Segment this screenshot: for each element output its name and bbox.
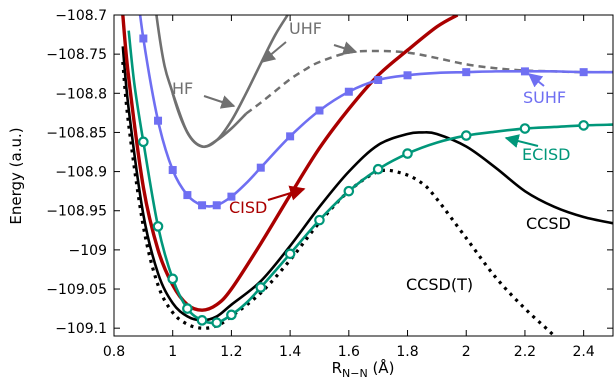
x-tick-label: 2	[462, 344, 471, 360]
ecisd-point	[402, 148, 413, 159]
label-ecisd: ECISD	[522, 145, 570, 164]
ecisd-point	[519, 123, 531, 134]
ecisd-point	[226, 309, 237, 321]
y-tick-label: −108.9	[55, 165, 107, 181]
series-layer	[121, 15, 613, 336]
label-cisd: CISD	[229, 198, 267, 217]
x-tick-label: 1.2	[220, 344, 242, 360]
annotations: UHF HF SUHF ECISD CISD CCSD CCSD(T)	[172, 19, 571, 294]
suhf-point	[315, 106, 324, 115]
ecisd-point	[138, 136, 149, 148]
arrow-cisd	[267, 185, 306, 202]
ecisd-point	[314, 214, 325, 226]
marker-layer	[138, 34, 589, 328]
label-uhf: UHF	[289, 19, 322, 38]
series-ecisd-line	[127, 30, 613, 325]
arrow-hf	[203, 95, 236, 109]
ecisd-point	[152, 221, 164, 232]
ecisd-point	[343, 185, 355, 197]
plot-frame	[113, 14, 614, 337]
ecisd-point	[211, 317, 223, 328]
x-tick-label: 1.6	[338, 344, 360, 360]
ecisd-point	[284, 248, 296, 260]
suhf-point	[286, 132, 295, 141]
label-ccsd: CCSD	[526, 214, 571, 233]
suhf-point	[520, 67, 529, 76]
x-tick-label: 1.8	[396, 344, 418, 360]
y-tick-label: −109.05	[46, 282, 107, 298]
suhf-point	[403, 71, 412, 80]
suhf-point	[462, 68, 471, 77]
series-ccsd-t--line	[121, 61, 557, 336]
label-ccsdt: CCSD(T)	[406, 275, 473, 294]
label-suhf: SUHF	[523, 88, 566, 107]
y-tick-label: −108.7	[55, 8, 107, 24]
series-uhf-line	[171, 15, 290, 149]
arrow-uhf	[260, 41, 287, 63]
ecisd-point	[255, 282, 267, 293]
x-tick-label: 1.4	[279, 344, 301, 360]
suhf-point	[212, 201, 221, 210]
ecisd-point	[578, 120, 589, 131]
y-axis-title: Energy (a.u.)	[7, 127, 25, 224]
series-cisd-line	[121, 15, 459, 312]
ecisd-point	[460, 130, 472, 141]
x-tick-label: 1	[168, 344, 177, 360]
y-tick-label: −108.75	[46, 47, 107, 63]
ecisd-point	[182, 303, 193, 314]
suhf-point	[227, 192, 236, 201]
series-ccsd-line	[121, 46, 613, 322]
label-hf: HF	[172, 79, 193, 98]
x-tick-label: 2.4	[573, 344, 595, 360]
y-tick-label: −108.95	[46, 204, 107, 220]
x-tick-label: 0.8	[103, 344, 125, 360]
y-tick-label: −108.85	[46, 125, 107, 141]
suhf-point	[183, 191, 192, 200]
arrow-suhf	[527, 73, 545, 88]
suhf-point	[154, 116, 163, 125]
y-tick-label: −108.8	[55, 86, 107, 102]
suhf-point	[579, 68, 588, 77]
suhf-point	[344, 87, 353, 96]
ecisd-point	[167, 273, 179, 285]
x-axis-title: RN−N (Å)	[332, 358, 395, 379]
ecisd-point	[196, 315, 208, 326]
y-tick-label: −109	[69, 243, 107, 259]
series-suhf-line	[138, 15, 613, 208]
suhf-point	[168, 166, 177, 175]
y-tick-label: −109.1	[55, 321, 107, 337]
x-tick-label: 2.2	[514, 344, 536, 360]
suhf-point	[139, 34, 148, 43]
arrow-ecisd	[504, 134, 539, 148]
suhf-point	[198, 201, 207, 210]
suhf-point	[374, 75, 383, 84]
ecisd-point	[372, 163, 384, 175]
tick-layer: 0.8 1 1.2 1.4 1.6 1.8 2 2.2 2.4 −108.7 −108.75 −108…	[46, 8, 613, 360]
suhf-point	[256, 163, 265, 172]
arrow-uhf-dashed	[333, 41, 358, 55]
